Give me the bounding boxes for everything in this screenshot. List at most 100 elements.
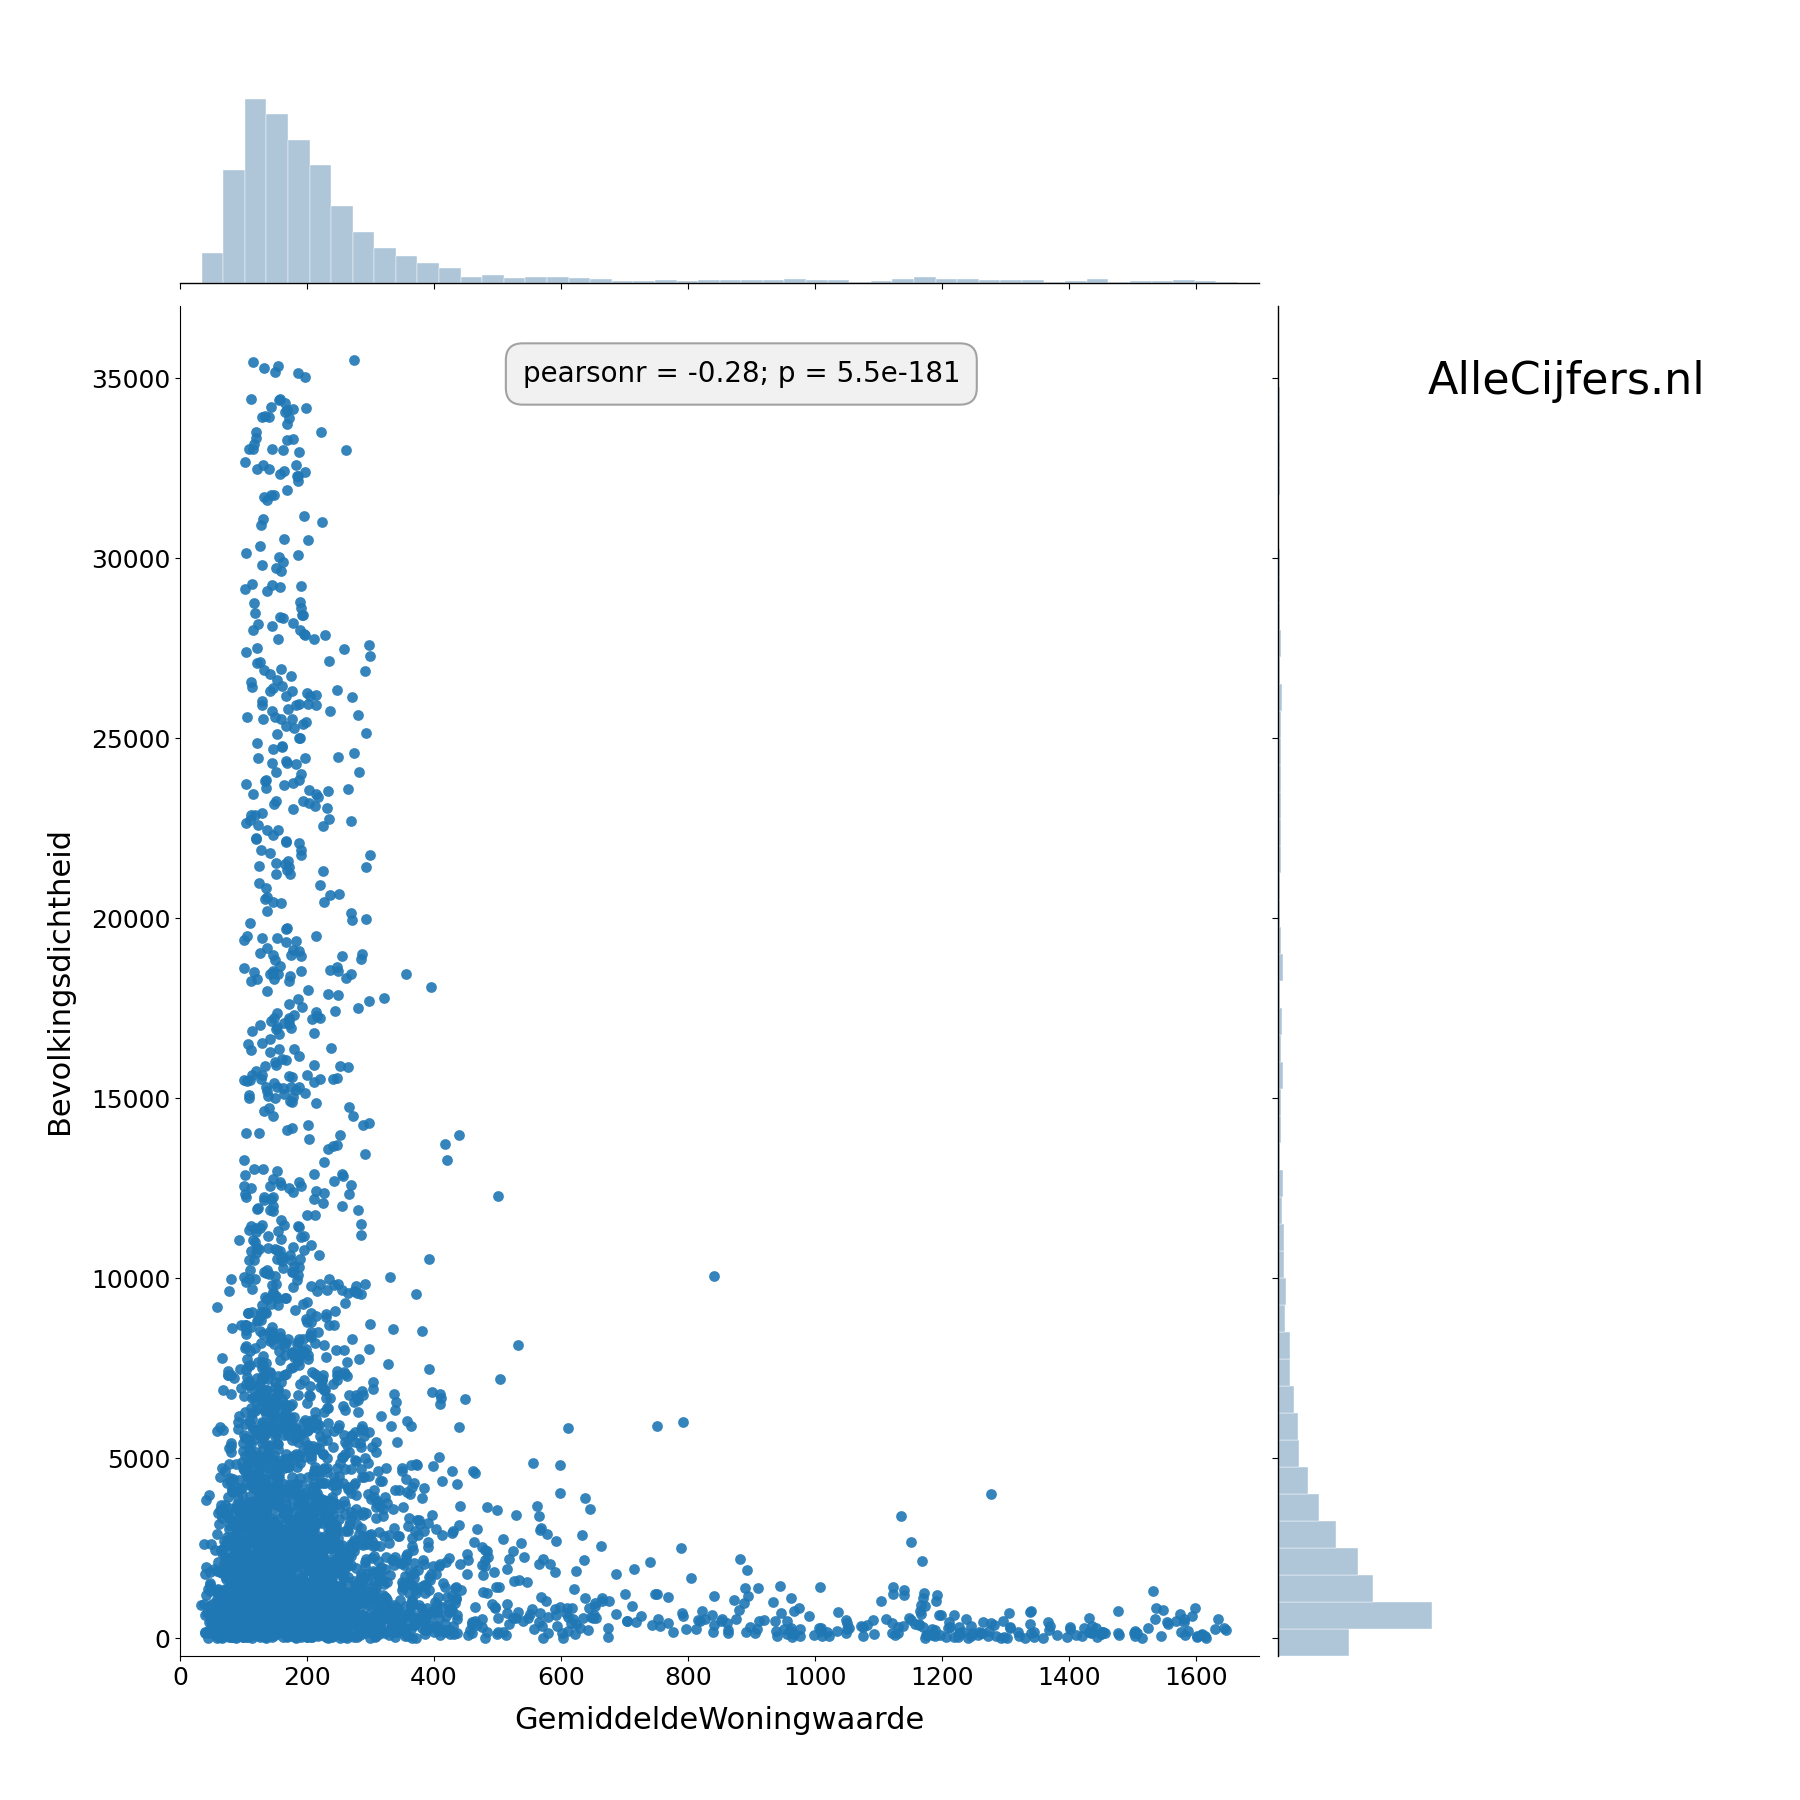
Point (205, 1602, 234, 1631)
Point (230, 1534, 259, 1562)
Point (558, 1604, 587, 1633)
Point (410, 1571, 439, 1600)
Point (299, 1433, 328, 1462)
Point (403, 1604, 432, 1633)
Point (241, 1561, 270, 1589)
Point (272, 1593, 301, 1622)
Point (250, 1602, 279, 1631)
Point (202, 1588, 230, 1616)
Point (275, 1444, 304, 1472)
Point (668, 1598, 697, 1627)
Point (324, 1523, 353, 1552)
Point (275, 1525, 304, 1553)
Point (279, 1611, 308, 1640)
Point (731, 1589, 760, 1618)
Point (356, 1519, 385, 1548)
Point (281, 1001, 310, 1030)
Point (279, 1604, 308, 1633)
Point (272, 913, 301, 941)
Point (243, 965, 272, 994)
Point (506, 1566, 535, 1595)
Point (319, 1487, 347, 1516)
Point (322, 1490, 351, 1519)
Point (283, 1597, 311, 1625)
Point (281, 1296, 310, 1325)
Point (527, 1582, 556, 1611)
Point (241, 1334, 270, 1363)
Point (266, 1400, 295, 1429)
Point (266, 459, 295, 488)
Point (342, 1480, 371, 1508)
Point (247, 1557, 275, 1586)
Point (241, 1602, 270, 1631)
Point (203, 1591, 232, 1620)
Point (263, 1235, 292, 1264)
Point (254, 1507, 283, 1535)
Point (1087, 1618, 1116, 1647)
Point (263, 1481, 292, 1510)
Point (353, 1530, 382, 1559)
Point (292, 1602, 320, 1631)
Point (293, 1598, 322, 1627)
Point (277, 1562, 306, 1591)
Point (333, 1611, 362, 1640)
Point (310, 1589, 338, 1618)
Point (275, 1555, 304, 1584)
Bar (742, 279, 763, 283)
Point (283, 1505, 311, 1534)
Point (229, 1555, 257, 1584)
Point (302, 1555, 331, 1584)
Point (221, 1449, 250, 1478)
Point (302, 1609, 331, 1638)
Point (290, 362, 319, 391)
Point (229, 1528, 257, 1557)
Point (270, 770, 299, 799)
Point (302, 1483, 331, 1512)
Point (239, 1550, 268, 1579)
Point (1028, 1624, 1057, 1652)
Point (293, 1588, 322, 1616)
Point (995, 1613, 1024, 1642)
Point (328, 1613, 356, 1642)
Point (227, 1499, 256, 1528)
Point (223, 1620, 252, 1649)
Point (275, 1004, 304, 1033)
Point (301, 1498, 329, 1526)
Point (317, 1528, 346, 1557)
Point (275, 1615, 304, 1643)
Point (238, 1406, 266, 1435)
Point (270, 1537, 299, 1566)
Point (542, 1526, 571, 1555)
Point (308, 1609, 337, 1638)
Point (313, 1606, 342, 1634)
Point (252, 1530, 281, 1559)
Point (290, 1507, 319, 1535)
Point (270, 1496, 299, 1525)
Point (347, 1220, 376, 1249)
Point (335, 1622, 364, 1651)
Point (284, 1597, 313, 1625)
Point (261, 1391, 290, 1420)
Point (216, 1582, 245, 1611)
Point (430, 1571, 459, 1600)
Point (425, 1552, 454, 1580)
Bar (1278, 441, 1280, 468)
Point (209, 1604, 238, 1633)
Point (254, 1233, 283, 1262)
Point (319, 1501, 347, 1530)
Point (221, 1602, 250, 1631)
Point (256, 1609, 284, 1638)
Point (211, 1582, 239, 1611)
Point (396, 1557, 425, 1586)
Point (311, 1582, 340, 1611)
Point (304, 1620, 333, 1649)
Point (254, 1535, 283, 1564)
Point (284, 1507, 313, 1535)
Point (310, 1485, 338, 1514)
Point (302, 1609, 331, 1638)
Point (272, 1577, 301, 1606)
Point (317, 1616, 346, 1645)
Point (266, 1510, 295, 1539)
Point (918, 1620, 947, 1649)
Point (331, 1622, 360, 1651)
